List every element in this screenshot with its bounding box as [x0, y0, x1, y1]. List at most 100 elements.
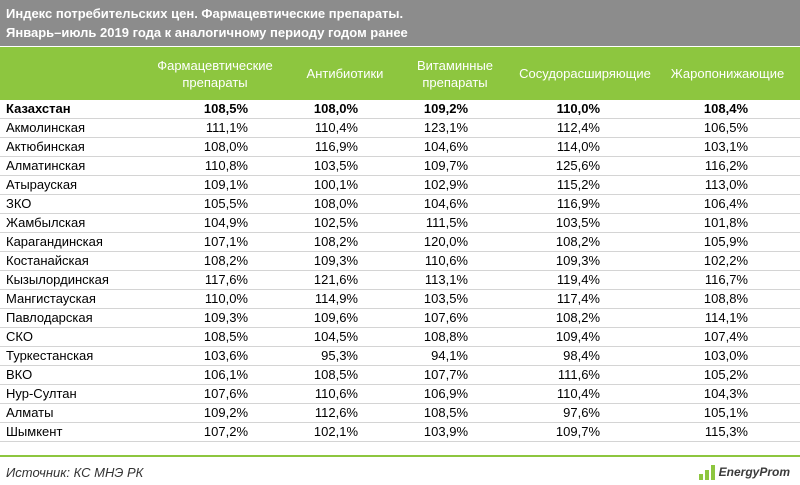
value-cell: 111,6%: [468, 365, 600, 385]
value-cell: 104,3%: [600, 384, 748, 404]
value-cell: 108,2%: [468, 232, 600, 252]
value-cell: 105,1%: [600, 403, 748, 423]
region-cell: Павлодарская: [0, 308, 140, 328]
region-cell: Акмолинская: [0, 118, 140, 138]
logo-text: EnergyProm: [718, 465, 790, 479]
table-row: Костанайская 108,2% 109,3% 110,6% 109,3% 102,…: [0, 251, 800, 271]
region-cell: Шымкент: [0, 422, 140, 442]
value-cell: 110,6%: [248, 384, 358, 404]
table-row: Алматы 109,2% 112,6% 108,5% 97,6% 105,1%: [0, 403, 800, 423]
value-cell: 105,2%: [600, 365, 748, 385]
table-row: ВКО 106,1% 108,5% 107,7% 111,6% 105,2%: [0, 365, 800, 385]
table-row: Карагандинская 107,1% 108,2% 120,0% 108,2% 10…: [0, 232, 800, 252]
value-cell: 103,6%: [140, 346, 248, 366]
value-cell: 108,5%: [358, 403, 468, 423]
value-cell: 104,9%: [140, 213, 248, 233]
region-cell: ЗКО: [0, 194, 140, 214]
value-cell: 115,3%: [600, 422, 748, 442]
value-cell: 116,9%: [468, 194, 600, 214]
value-cell: 108,0%: [140, 137, 248, 157]
value-cell: 116,7%: [600, 270, 748, 290]
row-padding: [748, 289, 800, 309]
region-cell: Казахстан: [0, 100, 140, 119]
value-cell: 106,9%: [358, 384, 468, 404]
value-cell: 111,1%: [140, 118, 248, 138]
table-row: Алматинская 110,8% 103,5% 109,7% 125,6% 116,2…: [0, 156, 800, 176]
value-cell: 108,2%: [140, 251, 248, 271]
row-padding: [748, 403, 800, 423]
value-cell: 117,6%: [140, 270, 248, 290]
row-padding: [748, 194, 800, 214]
row-padding: [748, 346, 800, 366]
value-cell: 108,8%: [358, 327, 468, 347]
table-row: Нур-Султан 107,6% 110,6% 106,9% 110,4% 104,3%: [0, 384, 800, 404]
table-row: Актюбинская 108,0% 116,9% 104,6% 114,0% 103,1…: [0, 137, 800, 157]
row-padding: [748, 137, 800, 157]
row-padding: [748, 384, 800, 404]
source-note: Источник: КС МНЭ РК: [6, 465, 144, 480]
table-row: Акмолинская 111,1% 110,4% 123,1% 112,4% 106,5…: [0, 118, 800, 138]
value-cell: 107,6%: [358, 308, 468, 328]
value-cell: 113,1%: [358, 270, 468, 290]
value-cell: 109,3%: [468, 251, 600, 271]
value-cell: 95,3%: [248, 346, 358, 366]
row-padding: [748, 118, 800, 138]
value-cell: 109,1%: [140, 175, 248, 195]
value-cell: 114,9%: [248, 289, 358, 309]
row-padding: [748, 175, 800, 195]
region-cell: Жамбылская: [0, 213, 140, 233]
value-cell: 115,2%: [468, 175, 600, 195]
value-cell: 103,9%: [358, 422, 468, 442]
value-cell: 116,2%: [600, 156, 748, 176]
value-cell: 98,4%: [468, 346, 600, 366]
value-cell: 114,0%: [468, 137, 600, 157]
value-cell: 110,4%: [468, 384, 600, 404]
value-cell: 120,0%: [358, 232, 468, 252]
value-cell: 108,8%: [600, 289, 748, 309]
value-cell: 113,0%: [600, 175, 748, 195]
value-cell: 104,5%: [248, 327, 358, 347]
region-cell: Мангистауская: [0, 289, 140, 309]
value-cell: 108,5%: [248, 365, 358, 385]
value-cell: 107,4%: [600, 327, 748, 347]
value-cell: 108,0%: [248, 194, 358, 214]
value-cell: 109,7%: [468, 422, 600, 442]
table-row: Жамбылская 104,9% 102,5% 111,5% 103,5% 101,8%: [0, 213, 800, 233]
region-cell: Алматинская: [0, 156, 140, 176]
row-padding: [748, 365, 800, 385]
row-padding: [748, 232, 800, 252]
value-cell: 108,4%: [600, 100, 748, 119]
table-row: ЗКО 105,5% 108,0% 104,6% 116,9% 106,4%: [0, 194, 800, 214]
value-cell: 104,6%: [358, 194, 468, 214]
value-cell: 109,6%: [248, 308, 358, 328]
column-header-vasodilators: Сосудорасширяющие: [519, 66, 651, 81]
energyprom-logo: EnergyProm: [698, 463, 790, 481]
title-line-1: Индекс потребительских цен. Фармацевтиче…: [6, 6, 404, 21]
value-cell: 107,7%: [358, 365, 468, 385]
table-body: Казахстан 108,5% 108,0% 109,2% 110,0% 108,4% А…: [0, 100, 800, 442]
value-cell: 111,5%: [358, 213, 468, 233]
value-cell: 121,6%: [248, 270, 358, 290]
value-cell: 94,1%: [358, 346, 468, 366]
value-cell: 109,2%: [358, 100, 468, 119]
value-cell: 105,5%: [140, 194, 248, 214]
region-cell: СКО: [0, 327, 140, 347]
column-header-antibiotics: Антибиотики: [306, 66, 384, 81]
region-cell: Костанайская: [0, 251, 140, 271]
value-cell: 108,2%: [468, 308, 600, 328]
region-cell: Туркестанская: [0, 346, 140, 366]
table-row: Мангистауская 110,0% 114,9% 103,5% 117,4% 108…: [0, 289, 800, 309]
value-cell: 108,5%: [140, 327, 248, 347]
table-title: Индекс потребительских цен. Фармацевтиче…: [0, 0, 800, 46]
value-cell: 106,4%: [600, 194, 748, 214]
value-cell: 109,7%: [358, 156, 468, 176]
value-cell: 107,1%: [140, 232, 248, 252]
value-cell: 102,5%: [248, 213, 358, 233]
value-cell: 103,0%: [600, 346, 748, 366]
value-cell: 125,6%: [468, 156, 600, 176]
value-cell: 108,0%: [248, 100, 358, 119]
value-cell: 103,5%: [358, 289, 468, 309]
value-cell: 103,5%: [248, 156, 358, 176]
title-line-2: Январь–июль 2019 года к аналогичному пер…: [6, 25, 408, 40]
region-cell: Карагандинская: [0, 232, 140, 252]
